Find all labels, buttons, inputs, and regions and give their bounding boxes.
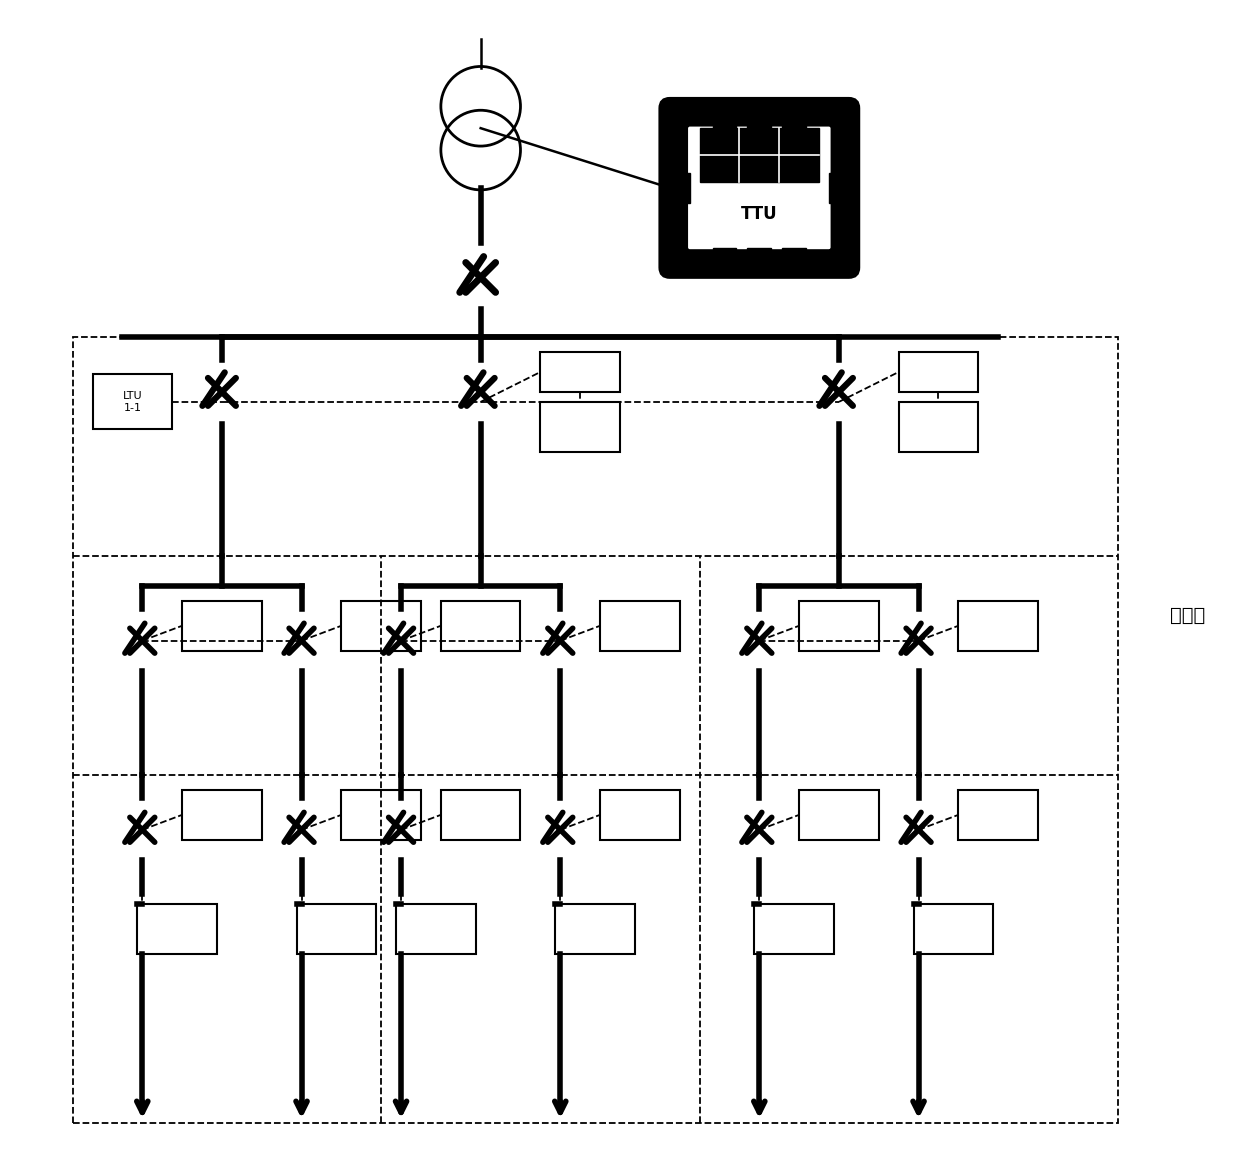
FancyBboxPatch shape [660, 98, 859, 277]
Bar [396, 904, 476, 954]
Text: 分支筱: 分支筱 [1169, 606, 1205, 625]
Bar [782, 247, 806, 273]
Bar [556, 904, 635, 954]
Bar [748, 102, 771, 131]
Bar [713, 247, 737, 273]
Bar [665, 173, 689, 202]
Bar [93, 375, 172, 429]
Bar [799, 790, 879, 839]
Bar [959, 601, 1038, 651]
Bar [138, 904, 217, 954]
Bar [748, 247, 771, 273]
Bar [713, 102, 737, 131]
Bar [959, 790, 1038, 839]
Bar [182, 601, 262, 651]
Bar [754, 904, 835, 954]
Bar [914, 904, 993, 954]
Bar [799, 601, 879, 651]
Bar [600, 601, 680, 651]
Bar [182, 790, 262, 839]
Bar [341, 790, 420, 839]
Bar [541, 402, 620, 452]
Bar [73, 338, 1117, 1124]
Text: TTU: TTU [742, 205, 777, 223]
Bar [600, 790, 680, 839]
FancyBboxPatch shape [687, 125, 832, 251]
Bar [341, 601, 420, 651]
Bar [296, 904, 376, 954]
Bar [899, 353, 978, 392]
Bar [782, 102, 806, 131]
Bar [441, 790, 521, 839]
Bar [699, 128, 820, 181]
Bar [541, 353, 620, 392]
Bar [899, 402, 978, 452]
Bar [441, 601, 521, 651]
Bar [830, 173, 854, 202]
Text: LTU
1-1: LTU 1-1 [123, 391, 143, 413]
